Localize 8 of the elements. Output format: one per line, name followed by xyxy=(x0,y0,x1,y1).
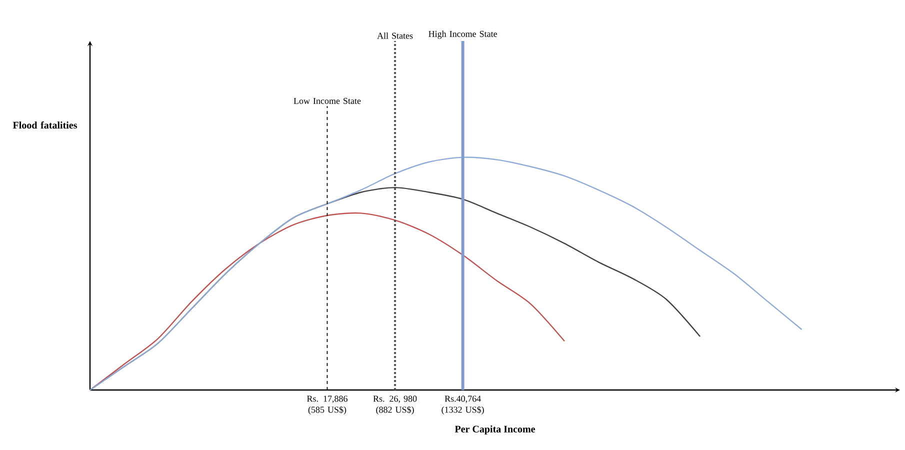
x-tick-label: Rs. 26, 980 (882 US$) xyxy=(373,396,417,415)
ref-line-label: High Income State xyxy=(428,30,497,39)
x-tick-label: Rs.40,764 (1332 US$) xyxy=(442,396,484,415)
ref-line-label: All States xyxy=(377,32,413,39)
y-axis-title: Flood fatalities xyxy=(12,121,77,129)
ref-line-label: Low Income State xyxy=(294,98,361,104)
x-axis-title: Per Capita Income xyxy=(454,425,536,435)
x-tick-label: Rs. 17,886 (585 US$) xyxy=(307,396,348,415)
